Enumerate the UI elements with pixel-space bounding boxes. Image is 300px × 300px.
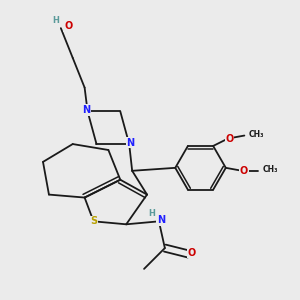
Text: O: O [239, 166, 248, 176]
Text: S: S [90, 216, 97, 226]
Text: CH₃: CH₃ [249, 130, 264, 139]
Text: O: O [225, 134, 234, 143]
Text: H: H [52, 16, 59, 25]
Text: CH₃: CH₃ [263, 165, 278, 174]
Text: N: N [82, 105, 90, 115]
Text: H: H [148, 208, 155, 217]
Text: O: O [64, 21, 72, 31]
Text: N: N [127, 138, 135, 148]
Text: O: O [188, 248, 196, 257]
Text: N: N [157, 215, 165, 225]
